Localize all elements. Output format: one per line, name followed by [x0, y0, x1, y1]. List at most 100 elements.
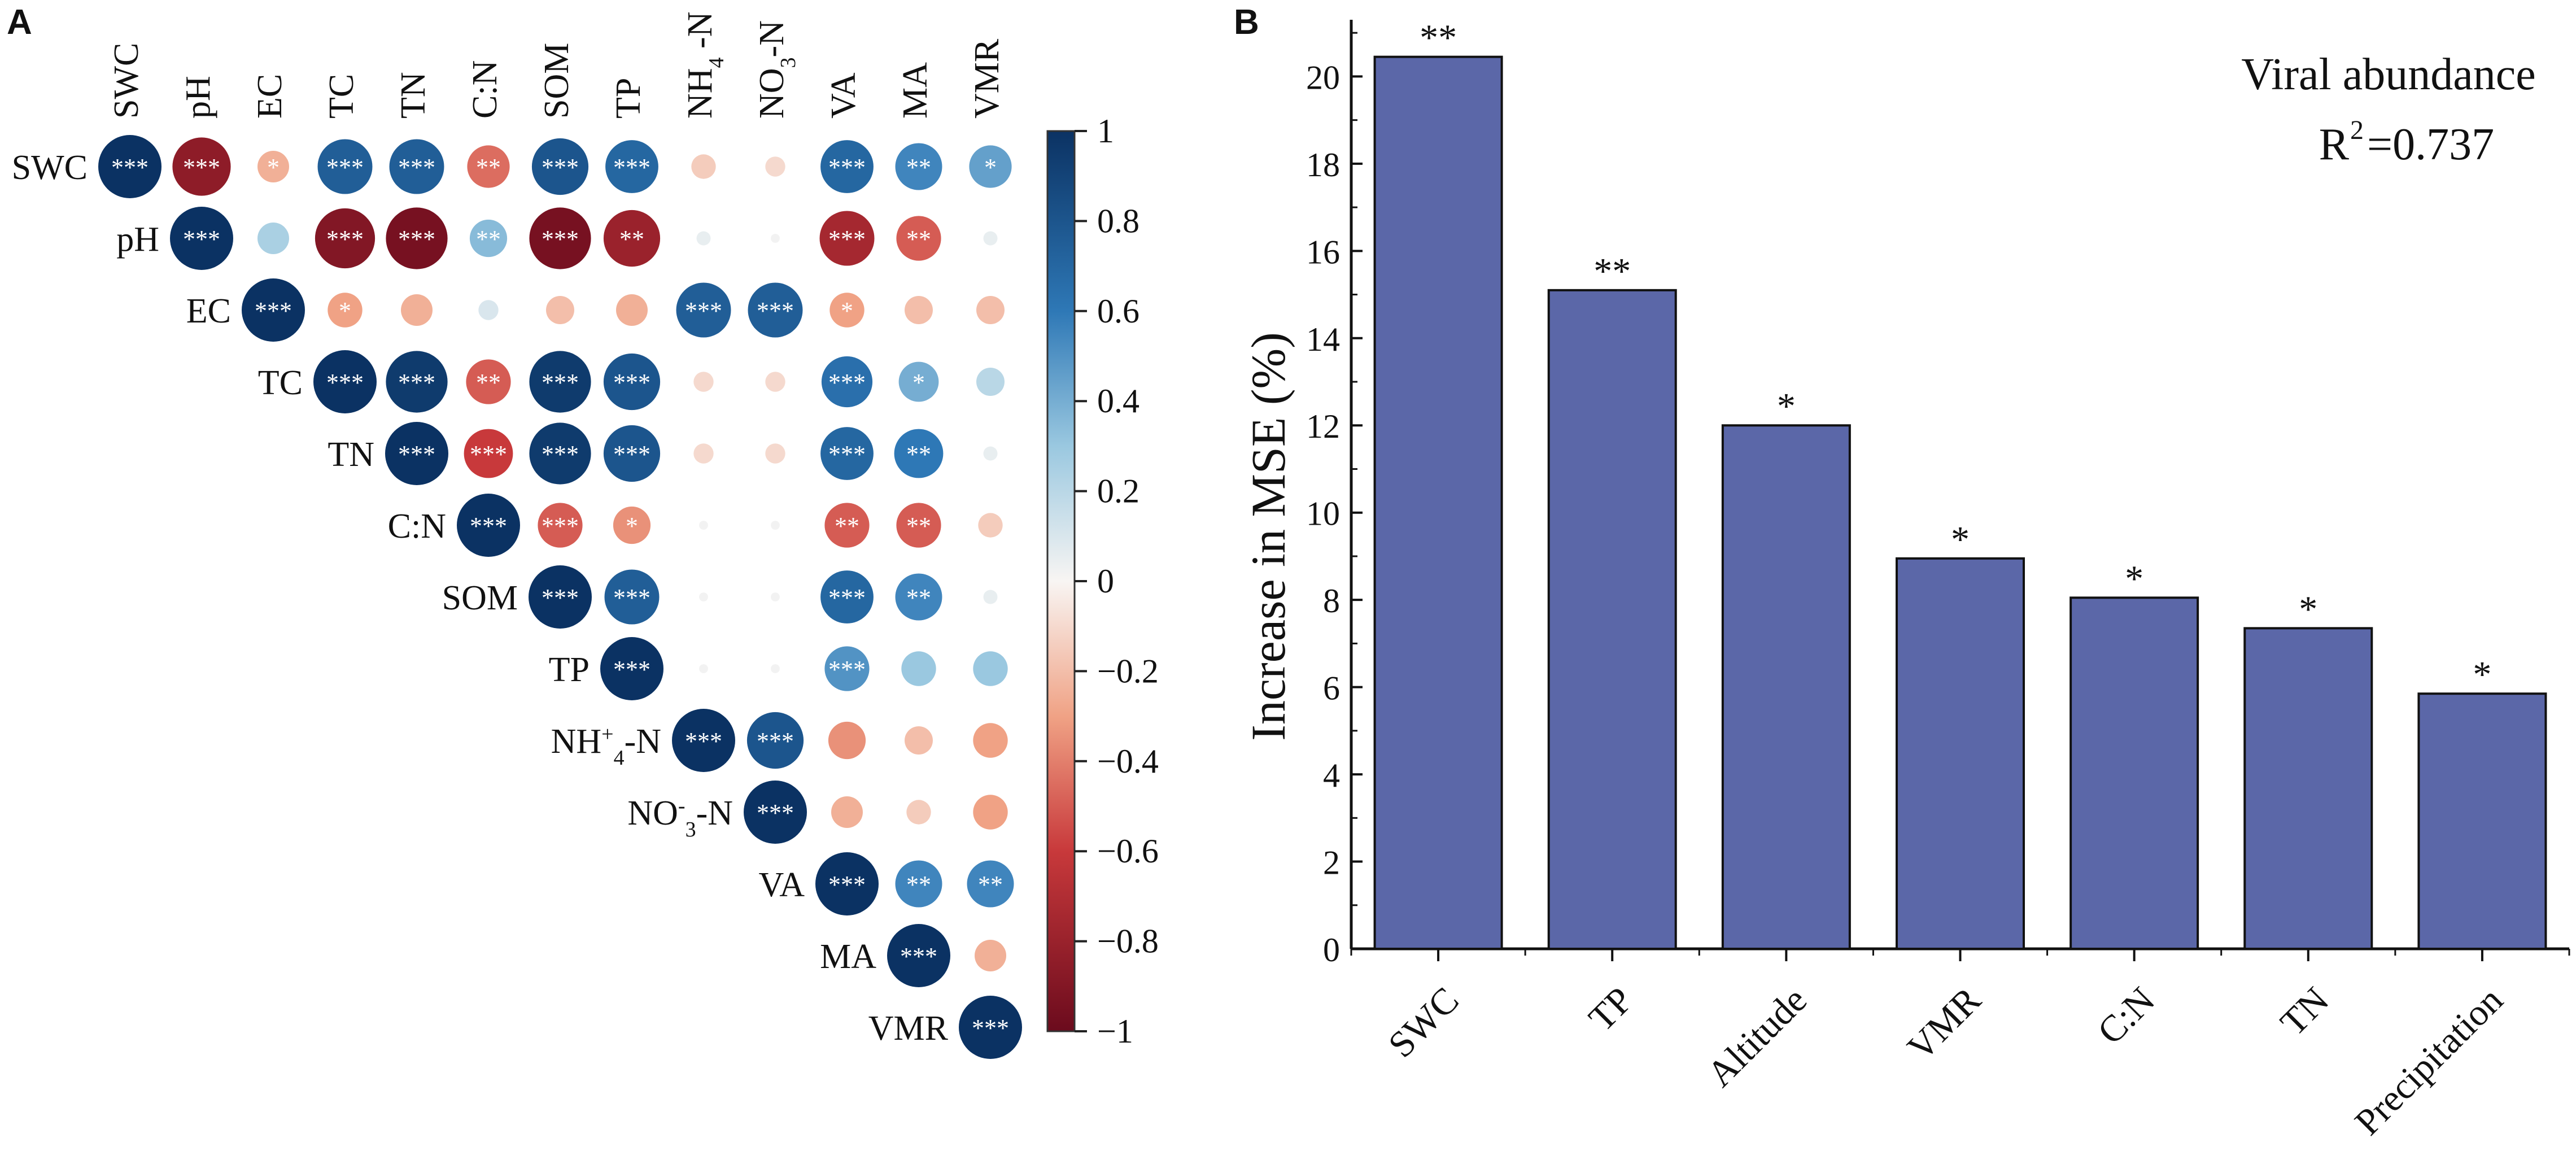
correlation-circle — [824, 646, 870, 691]
significance-mark: *** — [542, 225, 579, 253]
significance-mark: *** — [398, 154, 435, 181]
significance-mark: * — [267, 154, 280, 181]
bar — [1373, 55, 1503, 951]
bar-significance: ** — [1420, 18, 1457, 59]
column-label: VA — [824, 72, 863, 119]
correlation-circle — [976, 368, 1005, 396]
significance-mark: ** — [906, 871, 931, 899]
y-tick-label: 10 — [1306, 495, 1340, 533]
row-label: pH — [116, 220, 159, 259]
panel-a-label: A — [7, 3, 32, 42]
correlation-circle — [983, 590, 998, 604]
x-tick-label: TP — [1581, 979, 1641, 1039]
correlation-circle — [466, 359, 511, 404]
correlation-circle — [386, 351, 448, 413]
y-axis: 0 2 4 6 8 10 12 14 16 18 20 — [1306, 20, 1363, 969]
column-labels: SWC pH EC TC TN C:N SOM TP NH4 -N NO3-N VA MA VMR — [107, 12, 1006, 119]
correlation-circle — [605, 140, 658, 193]
colorbar-ticks: 1 0.8 0.6 0.4 0.2 0 −0.2 −0.4 −0.6 −0.8 −1 — [1075, 112, 1159, 1050]
colorbar-tick-label: −0.2 — [1097, 652, 1159, 690]
significance-mark: ** — [906, 441, 931, 468]
correlation-circle — [896, 216, 941, 261]
correlation-circle — [765, 156, 785, 177]
significance-mark: ** — [476, 154, 501, 181]
significance-mark: * — [841, 297, 853, 325]
column-label: TP — [609, 78, 648, 119]
correlation-circle — [529, 351, 591, 413]
colorbar-tick-label: 0 — [1097, 563, 1114, 600]
y-tick-label: 12 — [1306, 408, 1340, 445]
correlation-circle — [976, 296, 1005, 324]
column-label: TC — [322, 74, 361, 119]
bar — [2243, 627, 2373, 950]
correlation-circle — [699, 521, 708, 530]
row-label: TC — [258, 364, 303, 402]
significance-mark: * — [912, 369, 925, 396]
r2-value: =0.737 — [2367, 120, 2494, 169]
correlation-circle — [242, 278, 305, 342]
correlation-circle — [771, 592, 780, 601]
correlation-circle — [746, 712, 804, 769]
column-label: NO3-N — [753, 20, 800, 119]
significance-mark: *** — [828, 225, 866, 253]
significance-mark: ** — [835, 512, 859, 540]
row-label: TN — [328, 435, 374, 474]
significance-mark: *** — [470, 441, 507, 468]
significance-mark: *** — [613, 154, 650, 181]
correlation-circle — [969, 145, 1012, 188]
correlation-circle — [983, 446, 998, 461]
correlation-circle — [538, 503, 583, 548]
importance-panel: B Viral abundance R 2 =0.737 Increase in… — [1234, 3, 2570, 1143]
column-label: MA — [896, 62, 935, 119]
x-tick-label: VMR — [1900, 979, 1989, 1069]
bar — [1721, 424, 1851, 950]
significance-mark: *** — [111, 154, 149, 181]
correlation-circle — [672, 709, 735, 772]
column-label: TN — [394, 72, 433, 119]
correlation-circle — [464, 429, 513, 478]
row-label: SWC — [12, 149, 88, 187]
column-label: SWC — [107, 43, 146, 119]
correlation-circles: *** *** * *** *** ** *** *** *** ** **** *** *** ** **… — [98, 135, 1022, 1059]
significance-mark: *** — [183, 225, 220, 253]
correlation-circle — [820, 570, 874, 624]
correlation-circle — [531, 138, 589, 195]
correlation-circle — [975, 940, 1006, 971]
correlation-circle — [257, 223, 289, 254]
correlation-circle — [898, 361, 939, 402]
row-label: EC — [186, 292, 231, 330]
correlation-circle — [744, 781, 807, 844]
correlation-circle — [170, 207, 233, 270]
row-label: MA — [820, 938, 876, 976]
correlation-circle — [765, 443, 785, 464]
row-label: NH+4-N — [551, 722, 661, 770]
correlation-circle — [748, 282, 803, 338]
correlation-circle — [894, 429, 944, 478]
correlation-circle — [604, 569, 660, 625]
correlation-circle — [896, 503, 941, 548]
significance-mark: *** — [470, 512, 507, 540]
correlation-circle — [905, 296, 933, 324]
correlation-circle — [815, 852, 879, 915]
correlation-circle — [603, 425, 661, 482]
significance-mark: *** — [326, 225, 364, 253]
bar-significance: * — [1777, 386, 1796, 427]
correlation-circle — [691, 154, 716, 179]
correlation-circle — [385, 422, 448, 485]
correlation-circle — [603, 210, 661, 267]
bar — [1547, 289, 1677, 950]
y-tick-label: 16 — [1306, 233, 1340, 271]
bar-significance: * — [1951, 519, 1970, 560]
correlation-circle — [613, 506, 651, 544]
correlation-circle — [699, 664, 708, 673]
significance-mark: *** — [613, 656, 650, 683]
chart-title: Viral abundance — [2241, 50, 2536, 99]
row-label: NO-3-N — [627, 794, 733, 842]
significance-mark: ** — [476, 225, 501, 253]
correlation-circle — [821, 356, 873, 408]
bar — [2417, 692, 2547, 950]
correlation-circle — [887, 924, 950, 987]
column-label: C:N — [466, 60, 504, 119]
correlation-circle — [905, 726, 933, 755]
